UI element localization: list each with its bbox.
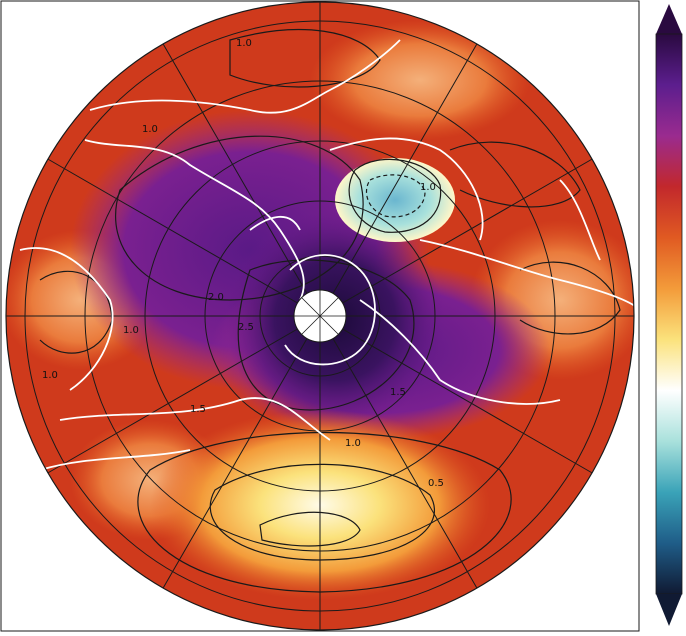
contour-label: 2.5	[238, 322, 254, 333]
colorbar-canvas	[655, 4, 683, 626]
map-boundary	[5, 1, 635, 631]
contour-label: 1.0	[123, 325, 139, 336]
colorbar-extend-top-arrow	[656, 4, 682, 34]
contour-label: 1.5	[390, 387, 406, 398]
anomaly-cool-region	[335, 158, 455, 242]
contour-label: 2.0	[208, 292, 224, 303]
contour-label: 1.0	[236, 38, 252, 49]
anomaly-patch-north	[310, 20, 530, 140]
colorbar-gradient	[655, 33, 683, 595]
colorbar	[652, 0, 686, 632]
contour-label: 0.5	[428, 478, 444, 489]
polar-map: 1.0 1.0 1.0 1.0 1.0 1.0 1.5 1.5 2.0 2.5 …	[0, 0, 640, 632]
contour-label: 1.0	[42, 370, 58, 381]
contour-label: 1.0	[345, 438, 361, 449]
pole-cap-spokes	[294, 290, 346, 342]
coastlines	[19, 39, 634, 471]
polar-map-canvas: 1.0 1.0 1.0 1.0 1.0 1.0 1.5 1.5 2.0 2.5 …	[0, 0, 640, 632]
contour-label-group: 1.0 1.0 1.0 1.0 1.0 1.0 1.5 1.5 2.0 2.5 …	[42, 38, 444, 489]
contour-label: 1.0	[420, 182, 436, 193]
contour-label: 1.5	[190, 404, 206, 415]
graticule-meridians	[6, 2, 634, 630]
colorbar-extend-bottom-arrow	[656, 594, 682, 626]
contour-label: 1.0	[142, 124, 158, 135]
